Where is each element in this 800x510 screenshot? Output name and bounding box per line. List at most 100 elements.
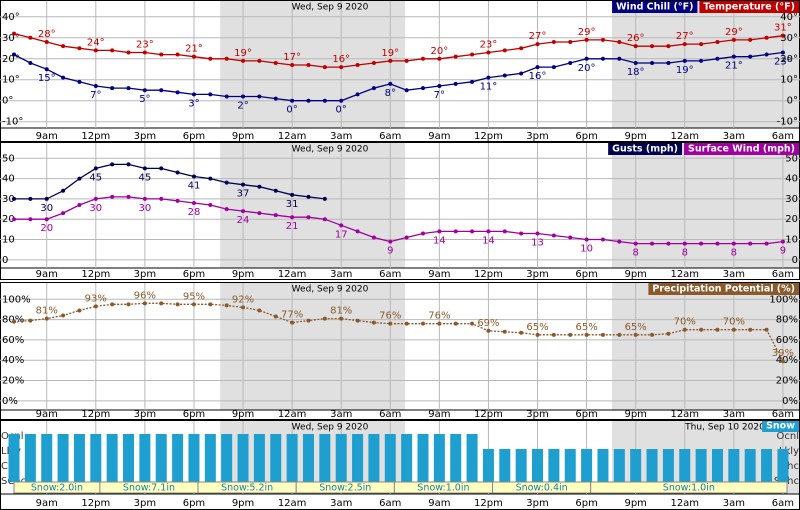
data-label: 31 (286, 199, 299, 210)
data-label: 65% (625, 322, 647, 333)
x-tick-label: 9pm (624, 131, 646, 142)
bar (8, 434, 20, 482)
data-point (208, 302, 213, 307)
night-shade (611, 283, 799, 410)
data-point (731, 327, 736, 332)
data-point (568, 235, 573, 240)
data-point (486, 50, 491, 55)
x-tick-label: 6pm (183, 409, 205, 420)
x-tick-label: 6pm (575, 409, 597, 420)
y-tick-label: 60% (2, 335, 24, 346)
data-label: 21° (185, 44, 203, 55)
data-label: 7° (90, 90, 101, 101)
data-point (77, 203, 82, 207)
data-point (208, 176, 213, 181)
data-point (322, 217, 327, 222)
x-tick-label: 9pm (624, 409, 646, 420)
x-tick-label: 9pm (624, 269, 646, 280)
bar (761, 449, 773, 482)
data-point (748, 241, 753, 246)
x-tick-label: 6am (379, 498, 401, 509)
data-point (764, 327, 769, 332)
y-tick-label-right: 100% (769, 294, 798, 305)
x-tick-label: 6am (379, 409, 401, 420)
data-point (110, 162, 115, 167)
x-tick-label: 3am (723, 131, 745, 142)
date-header: Wed, Sep 9 2020 (292, 3, 369, 13)
bar (237, 434, 249, 482)
data-label: 3° (188, 98, 199, 109)
data-point (28, 60, 33, 65)
data-point (535, 42, 540, 47)
data-point (241, 305, 246, 310)
legend-box (762, 421, 799, 432)
y-tick-label: 20 (2, 214, 15, 225)
bar (695, 449, 707, 482)
data-label: 26° (627, 33, 645, 44)
y-tick-label-right: 20 (785, 214, 798, 225)
data-label: 14 (482, 235, 495, 246)
y-tick-label: 40% (2, 355, 24, 366)
data-point (306, 318, 311, 323)
data-point (28, 196, 33, 201)
data-point (600, 56, 605, 61)
data-point (633, 44, 638, 49)
data-point (699, 58, 704, 63)
data-point (273, 314, 278, 319)
data-point (110, 48, 115, 53)
y-tick-label-right: Ocnl (777, 431, 800, 442)
bar (581, 449, 593, 482)
data-label: 8 (731, 248, 737, 259)
y-tick-label-right: 40 (785, 174, 798, 185)
data-point (159, 52, 164, 57)
data-label: 30 (89, 203, 102, 214)
data-point (44, 217, 49, 222)
data-point (224, 94, 229, 99)
data-label: 10 (580, 244, 593, 255)
data-label: 27° (676, 31, 694, 42)
data-point (44, 196, 49, 201)
data-point (682, 241, 687, 246)
series-line (13, 302, 784, 362)
bar (155, 434, 167, 482)
amount-label: Snow:1.0in (663, 483, 715, 494)
x-tick-label: 6pm (183, 498, 205, 509)
data-point (126, 162, 131, 167)
data-label: 20° (578, 63, 596, 74)
data-point (470, 321, 475, 326)
data-label: 81% (330, 306, 352, 317)
data-label: 19° (676, 65, 694, 76)
y-tick-label-right: 0° (787, 96, 798, 107)
legend-box (608, 143, 683, 155)
bar (564, 449, 576, 482)
data-point (453, 321, 458, 326)
y-tick-label: 10° (2, 75, 20, 86)
bar (466, 434, 478, 482)
x-tick-label: 3pm (526, 409, 548, 420)
data-point (568, 332, 573, 337)
data-point (28, 318, 33, 323)
legend-box (699, 1, 799, 13)
bar (630, 449, 642, 482)
amount-box (590, 481, 788, 494)
bar (417, 434, 429, 482)
data-point (77, 176, 82, 181)
data-point (339, 98, 344, 103)
data-point (470, 52, 475, 57)
x-tick-label: 9pm (232, 409, 254, 420)
bar (352, 434, 364, 482)
data-point (600, 332, 605, 337)
series-line (14, 196, 783, 245)
bar (368, 434, 380, 482)
data-label: 2° (237, 101, 248, 112)
bar (302, 434, 314, 482)
x-tick-label: 9am (36, 498, 58, 509)
data-point (584, 56, 589, 61)
data-point (584, 332, 589, 337)
x-tick-label: 3am (330, 131, 352, 142)
data-point (142, 196, 147, 201)
data-point (437, 84, 442, 89)
data-point (584, 237, 589, 242)
data-point (731, 37, 736, 42)
data-point (421, 86, 425, 91)
